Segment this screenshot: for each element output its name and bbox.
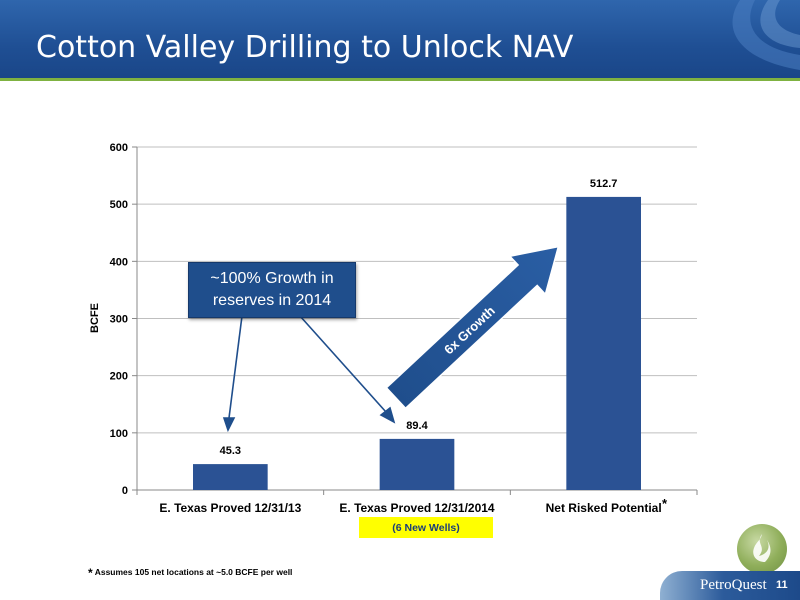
category-footnote-star: *: [662, 496, 668, 511]
flame-icon: [753, 534, 771, 562]
growth-arrow: 6x Growth: [385, 245, 560, 410]
new-wells-note: (6 New Wells): [359, 517, 493, 538]
slide-title: Cotton Valley Drilling to Unlock NAV: [36, 30, 574, 65]
bar: [193, 464, 268, 490]
x-category-label: E. Texas Proved 12/31/13: [159, 501, 301, 515]
callout-pointer-arrows: [222, 315, 396, 433]
slide-header: Cotton Valley Drilling to Unlock NAV: [0, 0, 800, 78]
data-label: 89.4: [406, 420, 428, 432]
header-accent-stripe: [0, 78, 800, 81]
footnote-star: *: [88, 566, 93, 580]
growth-callout-box: ~100% Growth in reserves in 2014: [188, 262, 356, 318]
y-tick-label: 300: [110, 314, 128, 326]
page-number: 11: [776, 579, 788, 591]
petroquest-flame-logo: [737, 524, 787, 574]
y-tick-label: 600: [110, 142, 128, 154]
data-label: 45.3: [220, 445, 241, 457]
x-category-label: E. Texas Proved 12/31/2014: [339, 501, 495, 515]
y-tick-label: 200: [110, 371, 128, 383]
y-tick-label: 400: [110, 256, 128, 268]
data-label: 512.7: [590, 178, 618, 190]
y-tick-label: 500: [110, 199, 128, 211]
header-swoosh-graphic: [732, 0, 800, 70]
y-tick-label: 100: [110, 428, 128, 440]
x-category-label: Net Risked Potential: [546, 501, 662, 515]
bar: [379, 438, 455, 490]
footnote-text: Assumes 105 net locations at ~5.0 BCFE p…: [94, 567, 293, 577]
footer-bar: [660, 571, 800, 600]
brand-wordmark: PetroQuest: [700, 577, 767, 593]
bar: [566, 196, 641, 490]
y-axis-title: BCFE: [89, 303, 101, 333]
footnote: * Assumes 105 net locations at ~5.0 BCFE…: [88, 566, 292, 580]
y-tick-label: 0: [122, 485, 128, 497]
